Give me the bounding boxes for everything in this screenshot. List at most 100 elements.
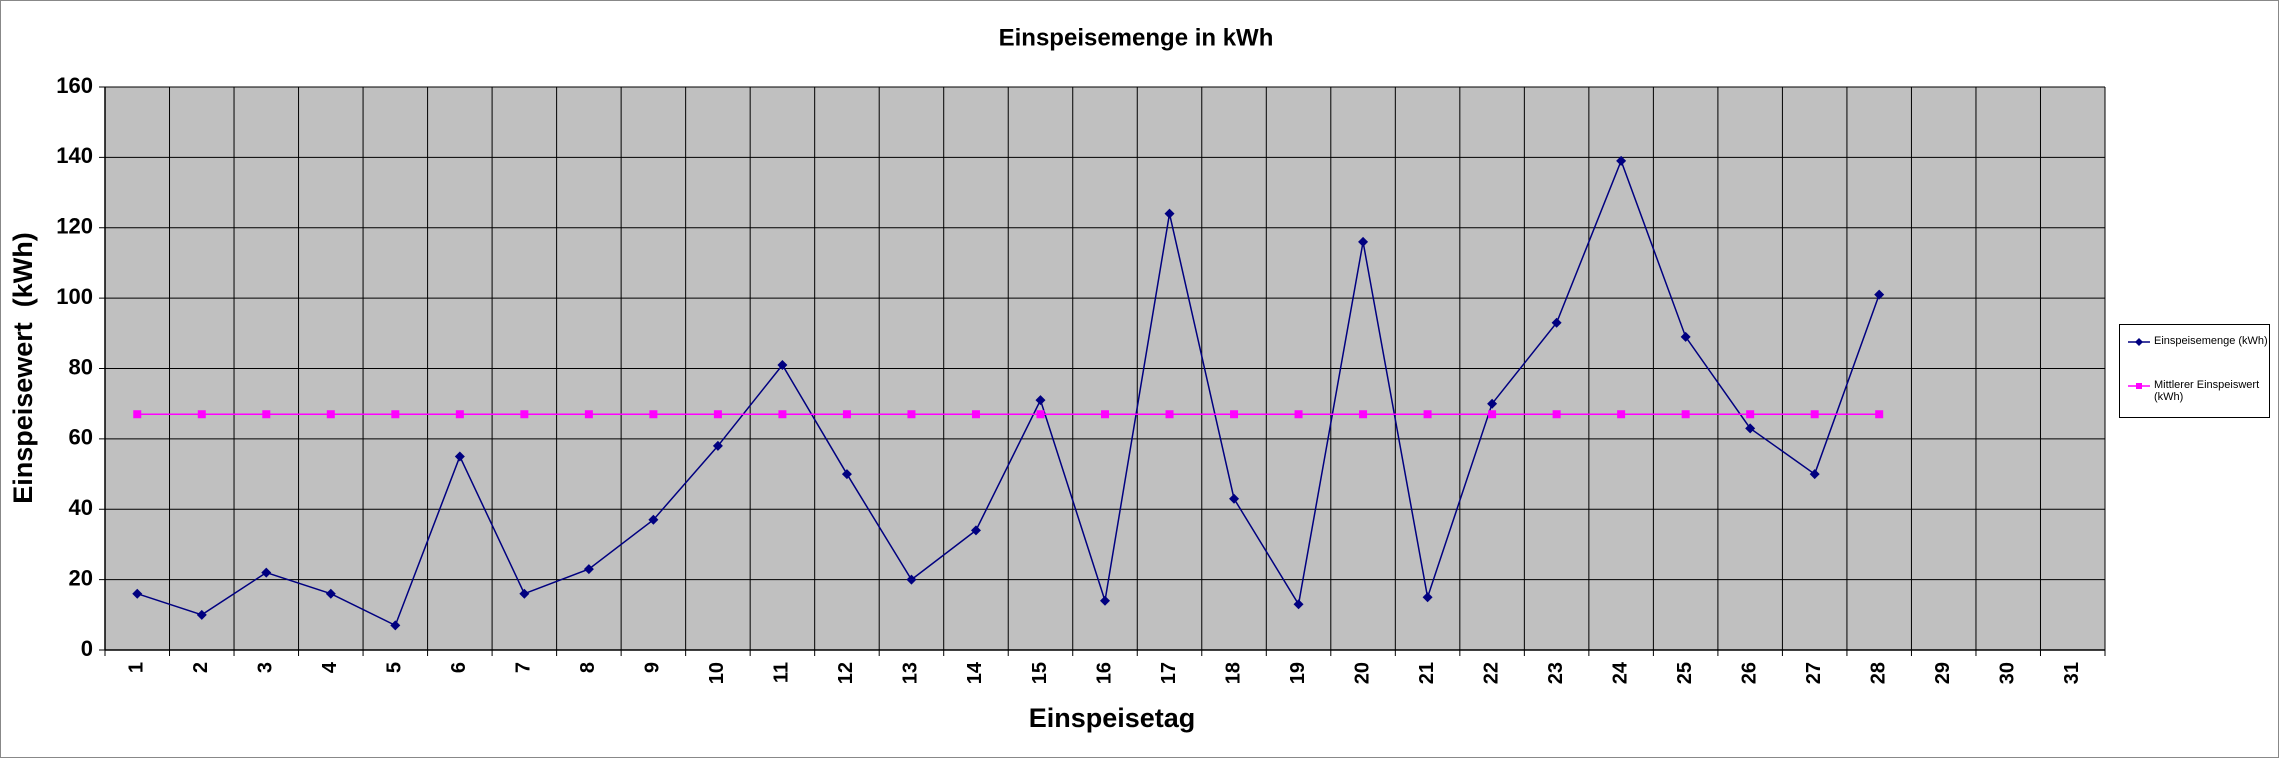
point xyxy=(1164,208,1175,219)
point xyxy=(1680,331,1691,342)
point xyxy=(906,574,917,585)
point xyxy=(1359,410,1368,419)
x-tick-label: 16 xyxy=(1093,662,1115,684)
point xyxy=(1230,410,1239,419)
point xyxy=(842,410,851,419)
point xyxy=(1487,398,1498,409)
chart-title: Einspeisemenge in kWh xyxy=(999,24,1274,51)
point xyxy=(841,469,852,480)
y-tick-label: 80 xyxy=(69,354,93,379)
y-tick-label: 100 xyxy=(56,284,93,309)
point xyxy=(262,410,271,419)
x-tick-label: 23 xyxy=(1545,662,1567,684)
x-tick-label: 12 xyxy=(835,662,857,684)
point xyxy=(649,410,658,419)
point xyxy=(1035,395,1046,406)
y-tick-label: 60 xyxy=(69,425,93,450)
point xyxy=(1874,289,1885,300)
x-tick-label: 18 xyxy=(1222,662,1244,684)
x-axis-label: Einspeisetag xyxy=(1029,703,1196,733)
point xyxy=(1810,410,1819,419)
x-tick-label: 1 xyxy=(126,662,148,673)
legend: Einspeisemenge (kWh) Mittlerer Einspeiswe… xyxy=(2119,324,2270,418)
x-tick-label: 14 xyxy=(964,661,986,684)
x-tick-label: 5 xyxy=(384,662,406,673)
point xyxy=(196,609,207,620)
point xyxy=(1809,469,1820,480)
x-tick-label: 10 xyxy=(706,662,728,684)
point xyxy=(1746,410,1755,419)
x-tick-label: 30 xyxy=(1997,662,2019,684)
point xyxy=(777,359,788,370)
legend-label: Mittlerer Einspeiswert (kWh) xyxy=(2154,379,2260,403)
point xyxy=(455,410,464,419)
point xyxy=(1423,410,1432,419)
x-tick-label: 22 xyxy=(1480,662,1502,684)
point xyxy=(326,410,335,419)
point xyxy=(1551,317,1562,328)
point xyxy=(1616,155,1627,166)
x-tick-label: 17 xyxy=(1158,662,1180,684)
legend-swatch xyxy=(2128,383,2150,389)
point xyxy=(778,410,787,419)
x-tick-label: 11 xyxy=(771,662,793,683)
y-tick-label: 0 xyxy=(81,636,93,661)
x-tick-label: 24 xyxy=(1609,661,1631,684)
point xyxy=(391,410,400,419)
y-tick-label: 40 xyxy=(69,495,93,520)
legend-item: Einspeisemenge (kWh) xyxy=(2128,335,2268,347)
legend-swatch xyxy=(2128,338,2150,346)
x-tick-label: 28 xyxy=(1867,662,1889,684)
x-tick-label: 4 xyxy=(319,661,341,673)
point xyxy=(1293,599,1304,610)
y-tick-label: 20 xyxy=(69,565,93,590)
x-tick-label: 29 xyxy=(1932,662,1954,684)
y-axis-label: Einspeisewert (kWh) xyxy=(8,232,38,504)
x-tick-label: 9 xyxy=(642,662,664,673)
point xyxy=(1681,410,1690,419)
x-tick-label: 8 xyxy=(577,662,599,673)
point xyxy=(1100,595,1110,606)
point xyxy=(133,410,142,419)
x-tick-label: 20 xyxy=(1351,662,1373,684)
x-tick-label: 21 xyxy=(1416,662,1438,684)
point xyxy=(970,525,981,536)
point xyxy=(583,564,594,575)
point xyxy=(325,588,336,599)
legend-label: Einspeisemenge (kWh) xyxy=(2154,335,2268,347)
x-tick-label: 27 xyxy=(1803,662,1825,684)
point xyxy=(648,514,659,525)
point xyxy=(1617,410,1626,419)
point xyxy=(1745,423,1756,434)
point xyxy=(907,410,916,419)
x-tick-label: 31 xyxy=(2061,662,2083,684)
y-tick-label: 160 xyxy=(56,73,93,98)
point xyxy=(1229,493,1240,504)
point xyxy=(713,410,722,419)
point xyxy=(971,410,980,419)
x-tick-label: 15 xyxy=(1029,662,1051,684)
x-tick-label: 6 xyxy=(448,662,470,673)
point xyxy=(2136,383,2142,389)
point xyxy=(1488,410,1497,419)
y-tick-label: 140 xyxy=(56,143,93,168)
point xyxy=(1036,410,1045,419)
x-tick-label: 3 xyxy=(255,662,277,673)
point xyxy=(1101,410,1109,419)
point xyxy=(2135,338,2143,346)
point xyxy=(1294,410,1303,419)
point xyxy=(1875,410,1884,419)
point xyxy=(261,567,272,578)
x-tick-label: 25 xyxy=(1674,662,1696,684)
x-tick-label: 19 xyxy=(1287,662,1309,684)
x-tick-label: 7 xyxy=(513,662,535,673)
point xyxy=(390,620,401,631)
point xyxy=(712,440,723,451)
point xyxy=(584,410,593,419)
point xyxy=(1165,410,1174,419)
y-tick-label: 120 xyxy=(56,214,93,239)
x-tick-label: 13 xyxy=(900,662,922,684)
x-tick-label: 2 xyxy=(190,662,212,673)
